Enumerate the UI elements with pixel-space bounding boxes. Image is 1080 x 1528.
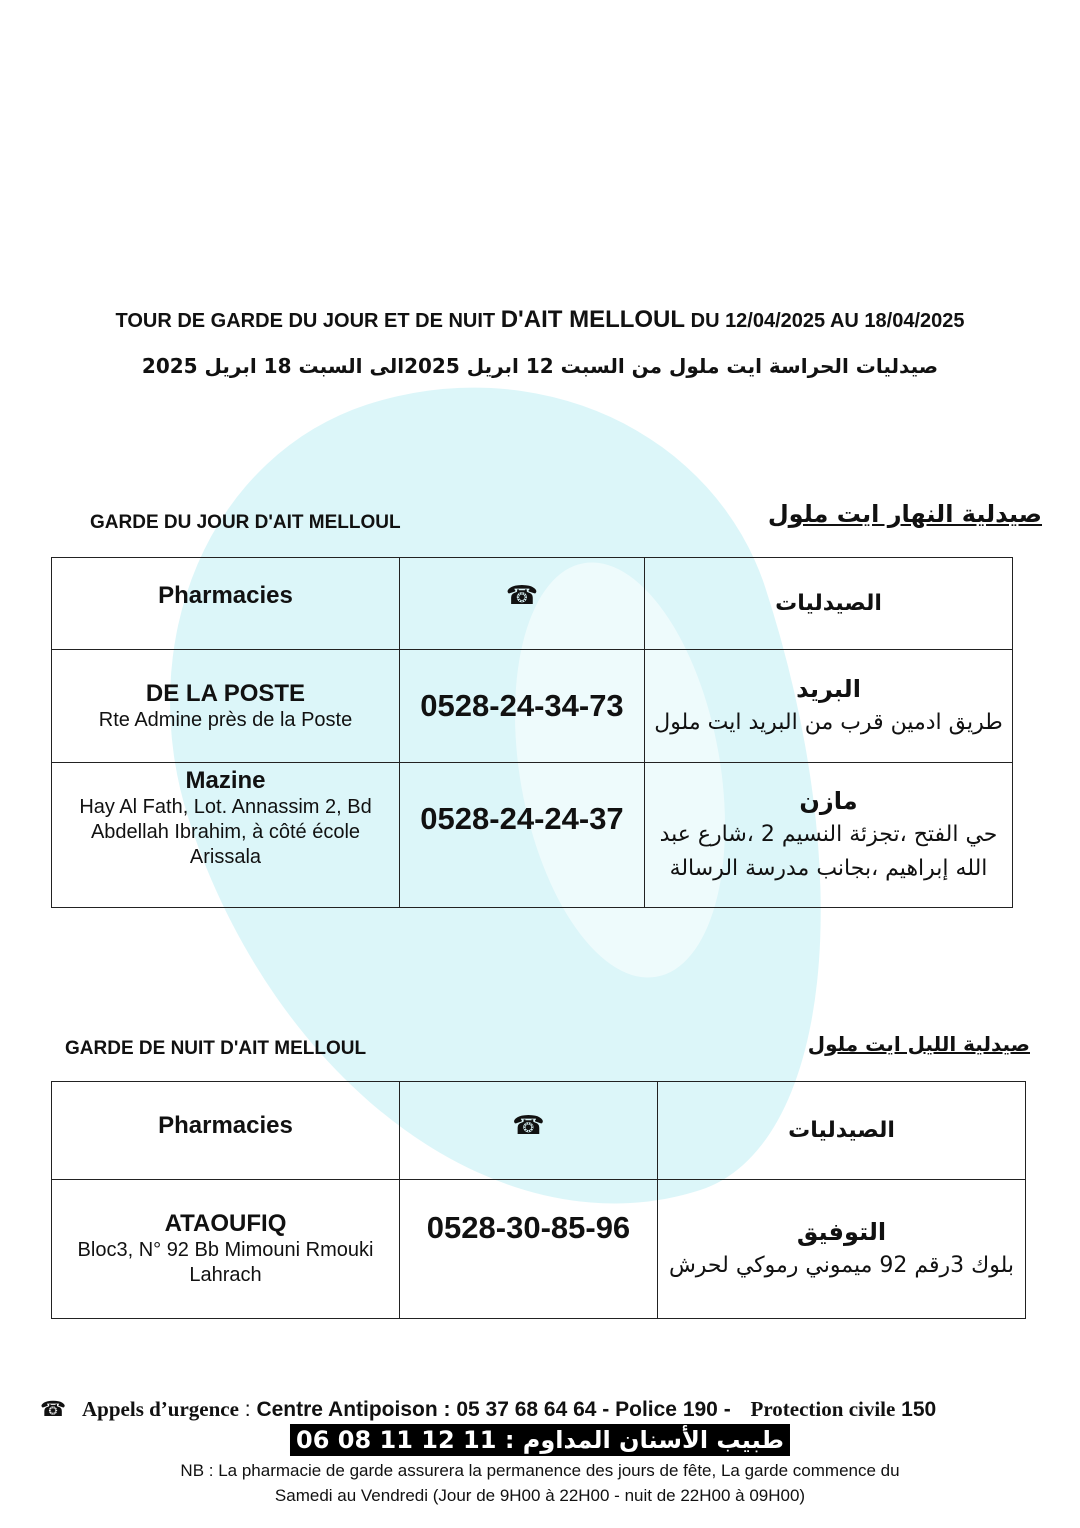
page-title: TOUR DE GARDE DU JOUR ET DE NUIT D'AIT M… xyxy=(0,306,1080,334)
col-pharmacies: Pharmacies xyxy=(51,557,400,650)
table-row: DE LA POSTE Rte Admine près de la Poste 0… xyxy=(51,649,1013,763)
night-heading: GARDE DE NUIT D'AIT MELLOUL xyxy=(65,1038,367,1059)
pharmacy-name: Mazine xyxy=(185,767,266,794)
title-prefix: TOUR DE GARDE DU JOUR ET DE NUIT xyxy=(115,310,501,332)
pharmacy-address: Bloc3, N° 92 Bb Mimouni Rmouki Lahrach xyxy=(77,1239,374,1286)
pharmacy-cell: DE LA POSTE Rte Admine près de la Poste xyxy=(51,649,400,763)
note-line-2: Samedi au Vendredi (Jour de 9H00 à 22H00… xyxy=(274,1486,806,1505)
pharmacy-phone: 0528-30-85-96 xyxy=(399,1179,658,1319)
pharmacy-address-arabic: بلوك 3رقم 92 ميموني رموكي لحرش xyxy=(668,1253,1015,1278)
pharmacy-name-arabic: البريد xyxy=(796,675,861,703)
table-header: Pharmacies ☎ الصيدليات xyxy=(51,1081,1026,1180)
pharmacy-phone: 0528-24-34-73 xyxy=(399,649,645,763)
pharmacy-name-arabic: مازن xyxy=(799,787,858,815)
table-row: Mazine Hay Al Fath, Lot. Annassim 2, Bd A… xyxy=(51,762,1013,908)
col-pharmacies-arabic: الصيدليات xyxy=(657,1081,1026,1180)
pharmacy-cell: Mazine Hay Al Fath, Lot. Annassim 2, Bd A… xyxy=(51,762,400,908)
phone-icon: ☎ xyxy=(399,557,645,650)
pharmacy-address-arabic: حي الفتح ،تجزئة النسيم 2 ،شارع عبد الله … xyxy=(659,822,998,881)
phone-icon: ☎ xyxy=(399,1081,658,1180)
emergency-line: ☎ Appels d’urgence : Centre Antipoison :… xyxy=(40,1397,936,1422)
pharmacy-address: Hay Al Fath, Lot. Annassim 2, Bd Abdella… xyxy=(79,796,372,868)
day-table: Pharmacies ☎ الصيدليات DE LA POSTE Rte Ad… xyxy=(51,557,1013,908)
emergency-label: Appels d’urgence xyxy=(82,1397,239,1421)
pharmacy-cell-arabic: التوفيق بلوك 3رقم 92 ميموني رموكي لحرش xyxy=(657,1179,1026,1319)
pharmacy-name: ATAOUFIQ xyxy=(164,1210,287,1237)
table-row: ATAOUFIQ Bloc3, N° 92 Bb Mimouni Rmouki L… xyxy=(51,1179,1026,1319)
pharmacy-name-arabic: التوفيق xyxy=(796,1218,887,1246)
page-title-arabic: صيدليات الحراسة ايت ملول من السبت 12 ابر… xyxy=(141,354,939,378)
title-city: D'AIT MELLOUL xyxy=(500,306,686,333)
phone-icon: ☎ xyxy=(40,1398,67,1421)
pharmacy-address-arabic: طريق ادمين قرب من البريد ايت ملول xyxy=(654,710,1003,735)
day-heading: GARDE DU JOUR D'AIT MELLOUL xyxy=(90,512,401,533)
night-heading-arabic: صيدلية الليل ايت ملول xyxy=(807,1032,1030,1056)
pharmacy-address: Rte Admine près de la Poste xyxy=(98,708,353,731)
col-pharmacies-arabic: الصيدليات xyxy=(644,557,1013,650)
emergency-numbers: Centre Antipoison : 05 37 68 64 64 - Pol… xyxy=(256,1398,737,1421)
civil-protection-label: Protection civile xyxy=(750,1397,896,1421)
table-header: Pharmacies ☎ الصيدليات xyxy=(51,557,1013,650)
note-line-1: NB : La pharmacie de garde assurera la p… xyxy=(180,1461,900,1480)
pharmacy-cell-arabic: مازن حي الفتح ،تجزئة النسيم 2 ،شارع عبد ا… xyxy=(644,762,1013,908)
civil-protection-number: 150 xyxy=(895,1398,937,1421)
pharmacy-name: DE LA POSTE xyxy=(145,679,306,707)
day-heading-arabic: صيدلية النهار ايت ملول xyxy=(767,500,1042,528)
pharmacy-phone: 0528-24-24-37 xyxy=(399,762,645,908)
title-suffix: DU 12/04/2025 AU 18/04/2025 xyxy=(685,310,965,332)
col-pharmacies: Pharmacies xyxy=(51,1081,400,1180)
separator: : xyxy=(238,1398,257,1421)
night-table: Pharmacies ☎ الصيدليات ATAOUFIQ Bloc3, N°… xyxy=(51,1081,1026,1319)
pharmacy-cell-arabic: البريد طريق ادمين قرب من البريد ايت ملول xyxy=(644,649,1013,763)
dentist-on-duty: طبيب الأسنان المداوم : 11 12 11 08 06 xyxy=(289,1424,791,1456)
pharmacy-cell: ATAOUFIQ Bloc3, N° 92 Bb Mimouni Rmouki L… xyxy=(51,1179,400,1319)
